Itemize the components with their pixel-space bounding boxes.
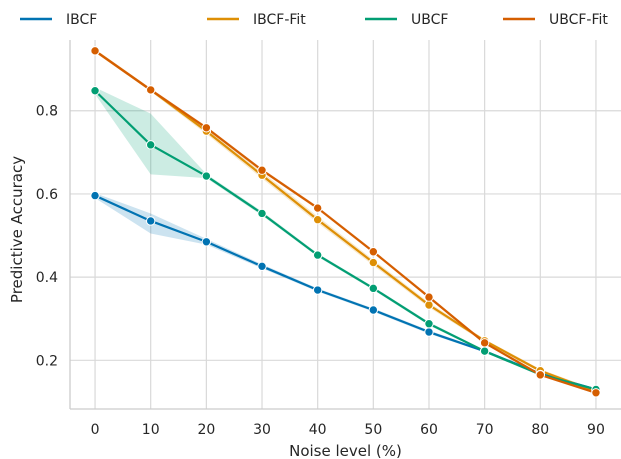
series-lines	[94, 49, 597, 394]
x-tick-label: 0	[91, 422, 100, 438]
ubcf-fit-point	[257, 165, 267, 175]
ubcf-fit-point	[201, 123, 212, 133]
ubcf-fit-point	[312, 203, 323, 213]
ibcf-fit-band	[95, 49, 596, 394]
x-tick-label: 80	[531, 422, 549, 438]
grid	[70, 40, 621, 409]
ubcf-fit-point	[368, 247, 379, 257]
legend-label-ubcf-fit: UBCF-Fit	[549, 12, 608, 28]
confidence-bands	[95, 49, 596, 395]
ibcf-point	[146, 216, 156, 226]
x-tick-label: 70	[476, 422, 494, 438]
ubcf-point	[90, 86, 100, 96]
x-tick-label: 20	[197, 422, 215, 438]
tick-labels: 0 10 20 30 40 50 60 70 80 90 0.2 0.4 0.6 0.8	[36, 104, 605, 438]
ibcf-point	[424, 327, 434, 337]
series-points	[90, 46, 601, 398]
y-tick-label: 0.4	[36, 270, 58, 286]
ibcf-fit-line	[94, 49, 597, 393]
ubcf-point	[146, 140, 156, 150]
y-axis-label: Predictive Accuracy	[8, 156, 26, 303]
ibcf-fit-point	[312, 215, 323, 225]
ibcf-point	[90, 190, 100, 201]
ibcf-point	[201, 237, 212, 247]
legend-label-ubcf: UBCF	[411, 12, 448, 28]
ubcf-fit-point	[90, 46, 100, 56]
x-tick-label: 40	[309, 422, 327, 438]
ubcf-fit-band	[95, 49, 596, 395]
ubcf-point	[368, 283, 379, 294]
ibcf-fit-point	[424, 300, 434, 310]
ibcf-band	[95, 193, 596, 391]
y-tick-label: 0.8	[36, 104, 58, 120]
ibcf-fit-point	[368, 257, 379, 268]
ubcf-point	[257, 208, 267, 219]
ubcf-band	[95, 87, 596, 391]
legend-label-ibcf: IBCF	[66, 12, 97, 28]
ubcf-fit-point	[479, 338, 490, 348]
ibcf-point	[257, 261, 267, 272]
ubcf-fit-point	[424, 292, 434, 302]
x-tick-label: 30	[253, 422, 271, 438]
ibcf-point	[368, 305, 379, 315]
legend: IBCF IBCF-Fit UBCF UBCF-Fit	[20, 12, 608, 28]
ubcf-line	[94, 89, 597, 391]
x-tick-label: 50	[364, 422, 382, 438]
y-tick-label: 0.6	[36, 187, 58, 203]
ubcf-point	[424, 319, 434, 329]
ubcf-fit-line	[94, 49, 597, 394]
x-tick-label: 60	[420, 422, 438, 438]
x-axis-label: Noise level (%)	[289, 442, 402, 459]
ubcf-point	[479, 346, 490, 356]
ibcf-point	[312, 285, 323, 295]
ubcf-fit-point	[146, 85, 156, 95]
ubcf-fit-point	[591, 388, 601, 398]
ubcf-fit-point	[535, 370, 545, 380]
legend-label-ibcf-fit: IBCF-Fit	[253, 12, 306, 28]
ubcf-point	[312, 250, 323, 260]
axes	[69, 40, 621, 410]
x-tick-label: 10	[142, 422, 160, 438]
ubcf-point	[201, 171, 212, 181]
x-tick-label: 90	[587, 422, 605, 438]
y-tick-label: 0.2	[36, 353, 58, 369]
